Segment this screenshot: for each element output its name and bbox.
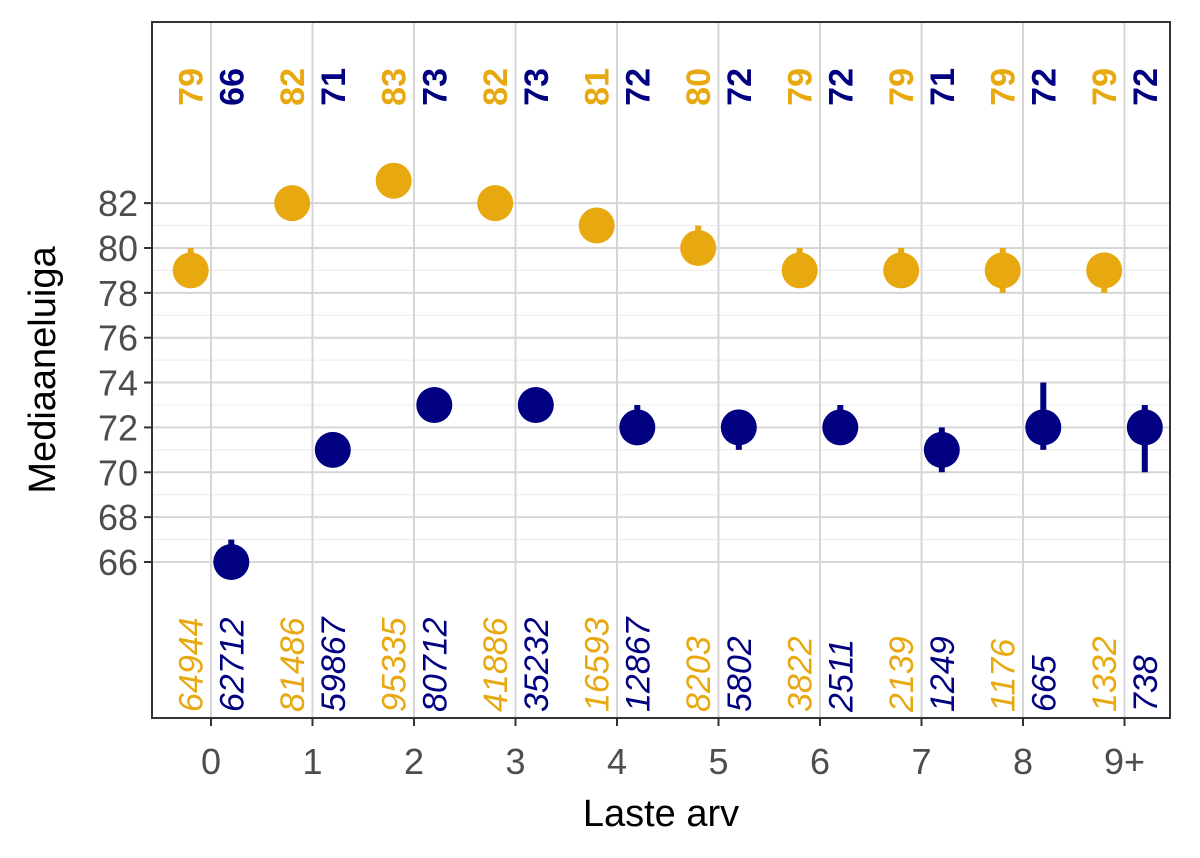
median-label: 79 (985, 68, 1023, 106)
data-point (923, 431, 960, 468)
count-label: 59867 (315, 616, 353, 712)
data-point (213, 544, 250, 580)
x-tick-label: 5 (708, 741, 728, 782)
data-point (720, 409, 757, 446)
data-point (1126, 409, 1163, 446)
y-tick-label: 82 (98, 183, 138, 224)
y-tick-label: 76 (98, 318, 138, 359)
count-label: 35232 (518, 617, 556, 712)
plot-panel-border (151, 21, 1171, 719)
count-label: 41886 (477, 617, 515, 712)
data-marks (172, 162, 1163, 580)
count-label: 738 (1127, 655, 1165, 712)
y-tick-label: 70 (98, 452, 138, 493)
median-label: 71 (924, 68, 962, 106)
data-point (375, 162, 412, 199)
count-label: 81486 (274, 617, 312, 712)
y-tick-label: 68 (98, 497, 138, 538)
data-labels: 79 64944 82 81486 83 95335 82 41886 81 16593 80 820… (173, 68, 1165, 713)
median-label: 79 (1086, 68, 1124, 106)
x-tick-label: 3 (505, 741, 525, 782)
x-tick-label: 6 (810, 741, 830, 782)
data-point (517, 386, 554, 423)
count-label: 1176 (985, 639, 1023, 712)
count-label: 12867 (619, 616, 657, 712)
x-axis-title: Laste arv (583, 793, 739, 835)
median-label: 79 (782, 68, 820, 106)
x-tick-label: 0 (201, 741, 221, 782)
x-tick-label: 1 (302, 741, 322, 782)
count-label: 8203 (680, 636, 718, 712)
y-tick-label: 78 (98, 273, 138, 314)
data-point (274, 185, 311, 222)
median-label: 71 (315, 68, 353, 106)
count-label: 95335 (376, 617, 414, 712)
median-label: 81 (579, 68, 617, 106)
data-point (619, 409, 656, 446)
data-point (781, 252, 818, 289)
median-label: 83 (376, 68, 414, 106)
count-label: 1249 (924, 636, 962, 712)
median-label: 72 (1025, 68, 1063, 106)
median-label: 72 (619, 68, 657, 106)
median-label: 79 (173, 68, 211, 106)
median-label: 79 (883, 68, 921, 106)
y-tick-label: 66 (98, 542, 138, 583)
median-label: 80 (680, 68, 718, 106)
count-label: 16593 (579, 617, 617, 712)
data-point (680, 229, 717, 266)
count-label: 2511 (822, 639, 860, 713)
x-tick-label: 8 (1013, 741, 1033, 782)
count-label: 3822 (782, 636, 820, 712)
data-point (416, 386, 453, 423)
count-label: 80712 (416, 617, 454, 712)
data-point (984, 252, 1021, 289)
median-label: 82 (477, 68, 515, 106)
x-tick-label: 9+ (1104, 741, 1145, 782)
x-tick-label: 2 (404, 741, 424, 782)
median-label: 72 (1127, 68, 1165, 106)
y-tick-label: 72 (98, 407, 138, 448)
median-label: 82 (274, 68, 312, 106)
data-point (883, 252, 920, 289)
median-label: 66 (213, 68, 251, 106)
data-point (477, 185, 514, 222)
data-point (822, 409, 859, 446)
data-point (578, 207, 615, 244)
data-point (1086, 252, 1123, 289)
count-label: 5802 (721, 636, 759, 712)
count-label: 62712 (213, 617, 251, 712)
median-label: 73 (518, 68, 556, 106)
median-label: 72 (721, 68, 759, 106)
data-point (172, 252, 209, 289)
count-label: 665 (1025, 655, 1063, 712)
median-label: 72 (822, 68, 860, 106)
data-point (314, 431, 351, 468)
y-tick-label: 80 (98, 228, 138, 269)
count-label: 1332 (1086, 636, 1124, 712)
median-label: 73 (416, 68, 454, 106)
y-axis-title: Mediaaneluiga (22, 246, 64, 494)
x-tick-label: 4 (607, 741, 627, 782)
count-label: 64944 (173, 617, 211, 712)
x-tick-label: 7 (911, 741, 931, 782)
count-label: 2139 (883, 636, 921, 713)
y-tick-label: 74 (98, 363, 138, 404)
data-point (1025, 409, 1062, 446)
